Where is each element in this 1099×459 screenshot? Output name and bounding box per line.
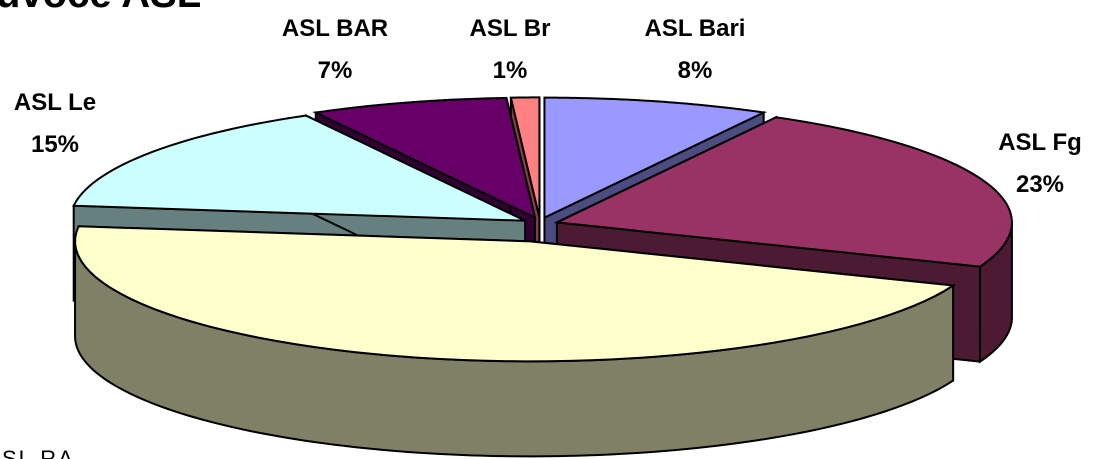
slice-top — [72, 114, 526, 222]
slice-label: ASL Le — [14, 89, 96, 116]
slice-value-label: 23% — [1016, 171, 1064, 198]
pie-slice — [74, 225, 957, 458]
slice-labels: ASL Bari 8% ASL Fg 23% ASL Le 15% ASL BAR 7% ASL… — [14, 15, 1082, 198]
slice-value-label: 8% — [678, 57, 713, 84]
footer-text: SL RA — [2, 446, 75, 459]
slice-value-label: 15% — [31, 131, 79, 158]
slice-label: ASL Bari — [645, 15, 746, 42]
slice-label: ASL Br — [470, 15, 551, 42]
slice-value-label: 7% — [318, 57, 353, 84]
slice-label: ASL Fg — [998, 129, 1082, 156]
pie-slices — [72, 96, 1013, 458]
slice-value-label: 1% — [493, 57, 528, 84]
slice-top — [509, 96, 541, 218]
slice-top — [543, 96, 768, 220]
slice-top — [553, 116, 1013, 268]
chart-title: uvoce ASL — [0, 0, 201, 16]
slice-top — [74, 225, 957, 363]
slice-label: ASL BAR — [282, 15, 388, 42]
slice-top — [312, 96, 537, 220]
